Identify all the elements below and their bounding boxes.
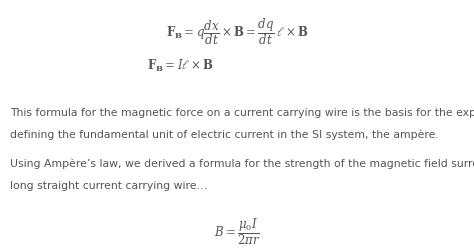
Text: long straight current carrying wire…: long straight current carrying wire… [10, 180, 208, 190]
Text: This formula for the magnetic force on a current carrying wire is the basis for : This formula for the magnetic force on a… [10, 107, 474, 117]
Text: defining the fundamental unit of electric current in the SI system, the ampère.: defining the fundamental unit of electri… [10, 129, 439, 139]
Text: $\mathbf{F_B} = I\ell \times \mathbf{B}$: $\mathbf{F_B} = I\ell \times \mathbf{B}$ [146, 58, 214, 74]
Text: Using Ampère’s law, we derived a formula for the strength of the magnetic field : Using Ampère’s law, we derived a formula… [10, 158, 474, 168]
Text: $B = \dfrac{\mu_0 I}{2\pi r}$: $B = \dfrac{\mu_0 I}{2\pi r}$ [214, 215, 260, 246]
Text: $\mathbf{F_B} = q\dfrac{dx}{dt} \times \mathbf{B} = \dfrac{dq}{dt}\,\ell \times : $\mathbf{F_B} = q\dfrac{dx}{dt} \times \… [166, 16, 308, 47]
